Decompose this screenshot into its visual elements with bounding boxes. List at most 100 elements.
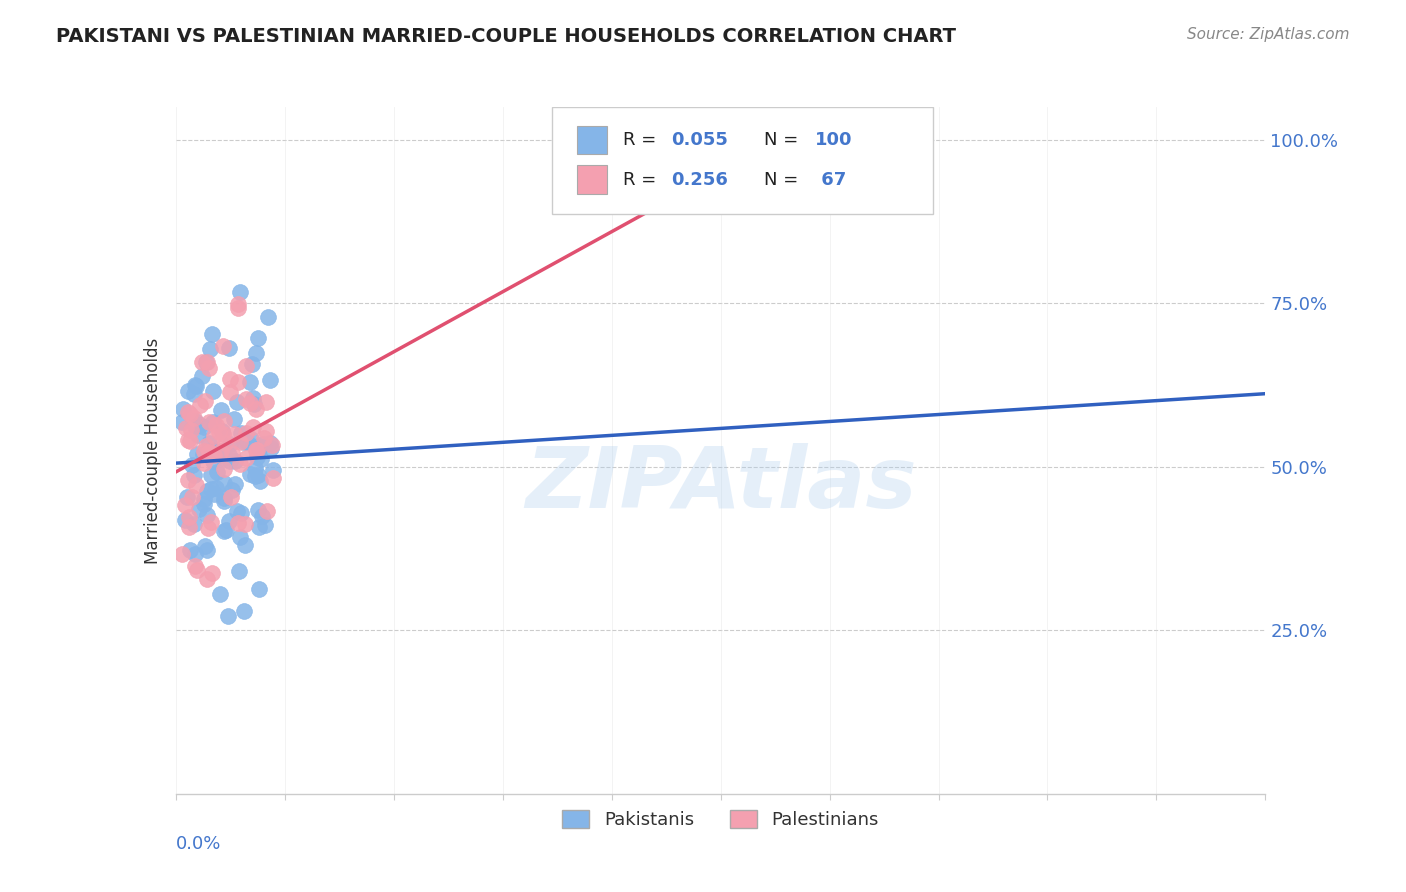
- Point: [224, 426, 246, 441]
- Point: [180, 458, 202, 472]
- Point: [183, 410, 205, 425]
- Point: [193, 456, 215, 470]
- Text: 0.055: 0.055: [672, 131, 728, 149]
- Point: [186, 447, 208, 461]
- Text: N =: N =: [765, 131, 804, 149]
- Point: [243, 397, 266, 411]
- Point: [204, 429, 226, 443]
- Point: [215, 524, 238, 538]
- Point: [198, 445, 221, 459]
- Point: [218, 449, 240, 463]
- Point: [184, 418, 207, 433]
- Point: [179, 520, 201, 534]
- Point: [184, 378, 207, 392]
- Point: [191, 368, 214, 383]
- Point: [245, 443, 267, 458]
- Point: [201, 453, 224, 467]
- Point: [247, 439, 270, 453]
- Point: [193, 491, 215, 506]
- Point: [239, 396, 262, 410]
- Point: [212, 475, 235, 490]
- Point: [174, 513, 197, 527]
- Point: [254, 424, 277, 438]
- Point: [195, 484, 218, 499]
- Point: [183, 387, 205, 401]
- Point: [179, 434, 201, 449]
- Point: [209, 444, 232, 458]
- Point: [235, 451, 257, 466]
- Point: [229, 530, 252, 544]
- Point: [200, 482, 222, 496]
- Point: [226, 301, 249, 316]
- Point: [184, 379, 207, 393]
- Point: [170, 548, 193, 562]
- Point: [256, 310, 278, 324]
- Point: [191, 447, 214, 461]
- Text: 0.256: 0.256: [672, 171, 728, 189]
- Point: [235, 359, 257, 373]
- Point: [183, 467, 205, 482]
- Point: [247, 442, 270, 456]
- Point: [193, 420, 215, 434]
- Point: [193, 444, 215, 458]
- Point: [212, 462, 235, 476]
- Text: ZIPAtlas: ZIPAtlas: [524, 443, 917, 526]
- Point: [245, 443, 267, 458]
- Y-axis label: Married-couple Households: Married-couple Households: [143, 337, 162, 564]
- Point: [195, 508, 218, 523]
- Point: [229, 457, 252, 471]
- Point: [246, 331, 269, 345]
- Point: [197, 521, 219, 535]
- Point: [262, 470, 284, 484]
- Point: [252, 437, 274, 451]
- Point: [214, 436, 236, 450]
- Point: [235, 425, 257, 440]
- Bar: [576, 126, 607, 154]
- Point: [246, 450, 269, 464]
- Point: [194, 539, 217, 553]
- Point: [240, 357, 263, 371]
- Point: [247, 520, 270, 534]
- Point: [179, 407, 201, 421]
- Point: [259, 373, 281, 387]
- Point: [198, 415, 221, 429]
- Text: Source: ZipAtlas.com: Source: ZipAtlas.com: [1187, 27, 1350, 42]
- Point: [180, 423, 202, 437]
- Point: [250, 452, 273, 467]
- Point: [239, 375, 262, 389]
- Point: [195, 355, 218, 369]
- Point: [243, 460, 266, 475]
- Text: R =: R =: [623, 171, 661, 189]
- Point: [176, 384, 198, 398]
- Point: [201, 566, 224, 581]
- Point: [259, 436, 281, 450]
- Point: [214, 414, 236, 428]
- Legend: Pakistanis, Palestinians: Pakistanis, Palestinians: [555, 803, 886, 837]
- Point: [205, 465, 228, 479]
- Text: R =: R =: [623, 131, 661, 149]
- FancyBboxPatch shape: [551, 107, 934, 213]
- Point: [188, 501, 211, 516]
- Point: [202, 487, 225, 501]
- Point: [254, 518, 277, 533]
- Text: 67: 67: [815, 171, 846, 189]
- Text: PAKISTANI VS PALESTINIAN MARRIED-COUPLE HOUSEHOLDS CORRELATION CHART: PAKISTANI VS PALESTINIAN MARRIED-COUPLE …: [56, 27, 956, 45]
- Point: [226, 394, 249, 409]
- Point: [218, 436, 240, 450]
- Point: [245, 402, 267, 417]
- Point: [177, 510, 200, 524]
- Point: [187, 427, 209, 442]
- Point: [183, 559, 205, 574]
- Point: [229, 435, 252, 450]
- Point: [201, 415, 224, 429]
- Point: [174, 421, 197, 435]
- Point: [254, 395, 277, 409]
- Point: [246, 503, 269, 517]
- Point: [246, 468, 269, 483]
- Point: [221, 446, 243, 460]
- Point: [200, 515, 222, 529]
- Point: [201, 327, 224, 342]
- Text: 0.0%: 0.0%: [176, 835, 221, 853]
- Point: [211, 424, 233, 438]
- Point: [239, 467, 262, 481]
